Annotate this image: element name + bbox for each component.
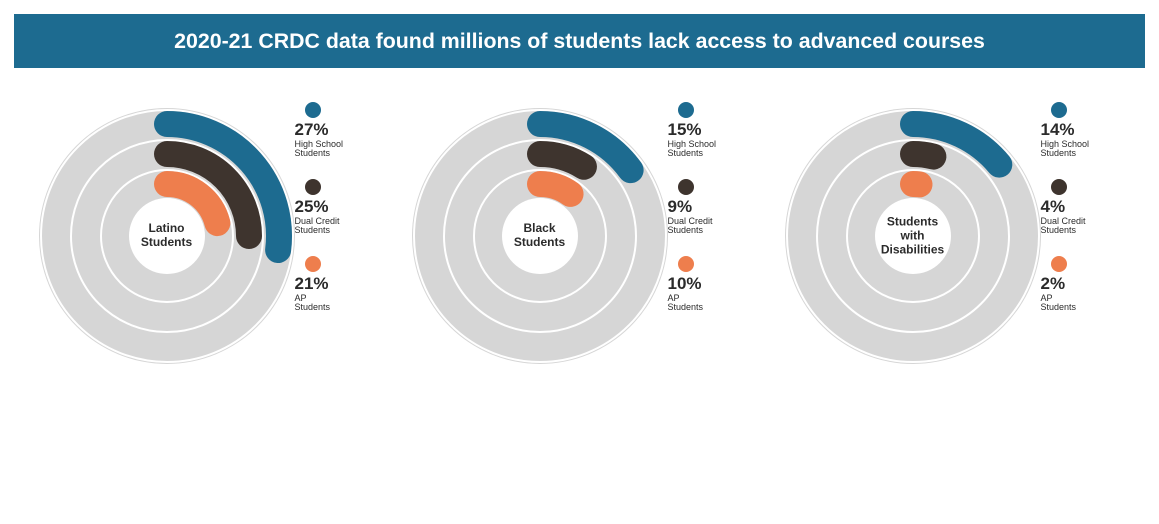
legend-label: High SchoolStudents — [1041, 140, 1090, 159]
legend-value: 15% — [668, 120, 702, 140]
legend-item: 2%APStudents — [1041, 256, 1159, 313]
legend-value: 14% — [1041, 120, 1075, 140]
legend-item: 27%High SchoolStudents — [295, 102, 415, 159]
legend-dot-icon — [1051, 179, 1067, 195]
chart-legend: 14%High SchoolStudents 4%Dual CreditStude… — [1041, 102, 1159, 333]
legend-dot-icon — [678, 256, 694, 272]
legend-label: Dual CreditStudents — [1041, 217, 1086, 236]
legend-item: 14%High SchoolStudents — [1041, 102, 1159, 159]
legend-dot-icon — [1051, 102, 1067, 118]
legend-value: 4% — [1041, 197, 1066, 217]
chart-canvas: BlackStudents — [400, 96, 680, 376]
legend-item: 9%Dual CreditStudents — [668, 179, 788, 236]
chart-legend: 27%High SchoolStudents 25%Dual CreditStud… — [295, 102, 415, 333]
legend-value: 27% — [295, 120, 329, 140]
legend-label: Dual CreditStudents — [668, 217, 713, 236]
chart-center-label: StudentswithDisabilities — [868, 215, 958, 256]
legend-dot-icon — [305, 256, 321, 272]
ring-arc — [540, 184, 571, 194]
legend-item: 10%APStudents — [668, 256, 788, 313]
chart-center-label: BlackStudents — [495, 222, 585, 250]
chart-canvas: StudentswithDisabilities — [773, 96, 1053, 376]
legend-dot-icon — [305, 179, 321, 195]
legend-value: 25% — [295, 197, 329, 217]
legend-label: APStudents — [668, 294, 704, 313]
legend-label: High SchoolStudents — [668, 140, 717, 159]
legend-item: 21%APStudents — [295, 256, 415, 313]
chart-legend: 15%High SchoolStudents 9%Dual CreditStude… — [668, 102, 788, 333]
legend-dot-icon — [1051, 256, 1067, 272]
legend-dot-icon — [305, 102, 321, 118]
legend-label: Dual CreditStudents — [295, 217, 340, 236]
ring-arc — [913, 154, 933, 157]
legend-label: APStudents — [295, 294, 331, 313]
radial-chart: BlackStudents 15%High SchoolStudents 9%Dua… — [400, 96, 760, 476]
legend-value: 10% — [668, 274, 702, 294]
title-bar: 2020-21 CRDC data found millions of stud… — [14, 14, 1145, 68]
ring-arc — [540, 154, 584, 167]
legend-item: 4%Dual CreditStudents — [1041, 179, 1159, 236]
radial-chart: LatinoStudents 27%High SchoolStudents 25%D… — [27, 96, 387, 476]
charts-row: LatinoStudents27%High SchoolStudents25%D… — [0, 68, 1159, 476]
title-text: 2020-21 CRDC data found millions of stud… — [174, 29, 985, 54]
legend-value: 21% — [295, 274, 329, 294]
chart-center-label: LatinoStudents — [122, 222, 212, 250]
legend-value: 2% — [1041, 274, 1066, 294]
legend-item: 15%High SchoolStudents — [668, 102, 788, 159]
legend-label: APStudents — [1041, 294, 1077, 313]
legend-dot-icon — [678, 179, 694, 195]
legend-dot-icon — [678, 102, 694, 118]
legend-label: High SchoolStudents — [295, 140, 344, 159]
legend-value: 9% — [668, 197, 693, 217]
chart-canvas: LatinoStudents — [27, 96, 307, 376]
radial-chart: StudentswithDisabilities 14%High SchoolSt… — [773, 96, 1133, 476]
legend-item: 25%Dual CreditStudents — [295, 179, 415, 236]
